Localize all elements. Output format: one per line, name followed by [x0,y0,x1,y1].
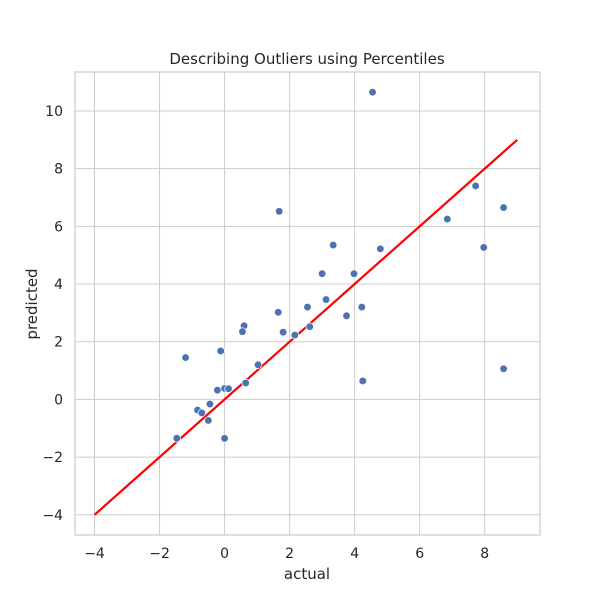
data-point [220,434,229,443]
data-point [499,364,508,373]
data-point [253,360,263,369]
data-point [172,434,181,443]
data-point [181,353,190,362]
x-tick-label: 0 [220,546,229,562]
data-point [443,214,452,224]
data-point [471,181,480,191]
data-point [321,295,331,304]
x-tick-label: 2 [285,546,294,562]
y-tick-label: 10 [45,104,63,120]
x-tick-label: −2 [149,546,170,562]
data-point [479,243,488,252]
data-point [197,408,206,418]
data-point [290,330,299,340]
data-points [172,88,508,443]
data-point [213,386,222,395]
data-point [224,384,233,393]
y-tick-label: −2 [42,450,63,466]
data-point [305,322,314,331]
data-point [216,346,225,356]
x-tick-label: 8 [480,546,489,562]
data-point [329,240,338,250]
data-point [357,302,366,312]
x-tick-label: 4 [350,546,359,562]
y-axis-label: predicted [23,268,41,339]
data-point [275,207,284,216]
plot-frame [74,71,541,536]
y-tick-label: 8 [54,162,63,178]
data-point [499,203,508,212]
grid-lines [75,72,540,535]
data-point [278,328,288,337]
chart-title: Describing Outliers using Percentiles [169,50,444,68]
data-point [238,327,247,336]
data-point [376,244,385,253]
tick-labels: −4 −2 0 2 4 6 8 −4 −2 0 2 4 6 8 10 [42,104,489,562]
data-point [303,302,312,312]
data-point [204,416,213,425]
data-point [368,88,377,97]
data-point [349,269,359,278]
y-tick-label: 2 [54,335,63,351]
data-point [241,378,250,388]
data-point [342,311,351,320]
x-tick-label: −4 [84,546,105,562]
y-tick-label: 0 [54,392,63,408]
y-tick-label: 6 [54,219,63,235]
y-tick-label: 4 [54,277,63,293]
data-point [358,376,367,386]
x-tick-label: 6 [415,546,424,562]
data-point [274,308,283,317]
data-point [317,269,327,278]
data-point [205,399,215,409]
x-axis-label: actual [284,565,330,583]
y-tick-label: −4 [42,508,63,524]
